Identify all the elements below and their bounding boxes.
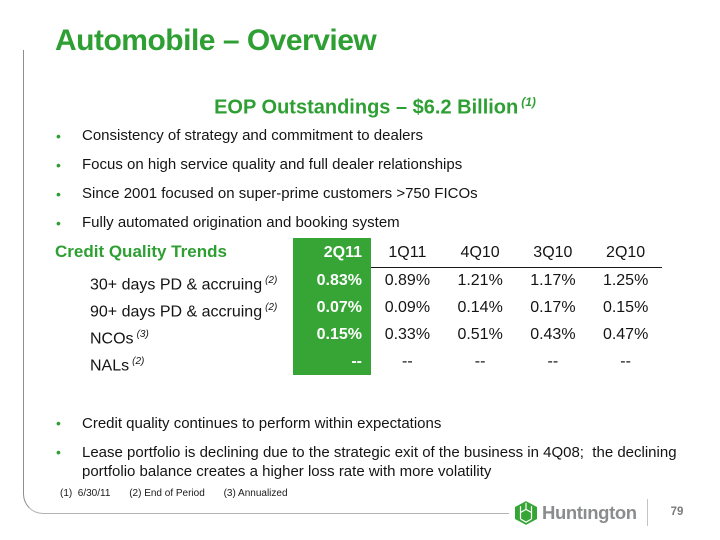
table-header-cell: 2Q10 — [606, 244, 646, 261]
row-footnote-ref: (2) — [265, 302, 278, 313]
table-cell-highlighted: 0.07% — [293, 294, 371, 321]
row-label: NCOs (3) — [40, 321, 293, 348]
row-label: 90+ days PD & accruing (2) — [40, 294, 293, 321]
table-header-row: 2Q11 1Q11 4Q10 3Q10 2Q10 — [40, 238, 662, 267]
table-header-underline — [371, 266, 662, 268]
list-item: Since 2001 focused on super-prime custom… — [56, 186, 696, 202]
table-cell: 0.89% — [384, 272, 431, 289]
row-label: 30+ days PD & accruing (2) — [40, 267, 293, 294]
table-cell: -- — [402, 353, 413, 370]
table-cell: 0.47% — [602, 326, 649, 343]
table-row: NCOs (3) 0.15% 0.33% 0.51% 0.43% 0.47% — [40, 321, 662, 348]
table-header-cell: 3Q10 — [533, 244, 573, 261]
table-row: 30+ days PD & accruing (2) 0.83% 0.89% 1.… — [40, 267, 662, 294]
bullet-text: Focus on high service quality and full d… — [82, 156, 463, 173]
bullet-icon — [56, 128, 82, 144]
table-cell: 0.33% — [384, 326, 431, 343]
bullet-text: Credit quality continues to perform with… — [82, 415, 442, 432]
table-header-cell: 4Q10 — [460, 244, 500, 261]
table-cell: 1.21% — [457, 272, 503, 289]
table-cell: 1.17% — [530, 272, 576, 289]
bullet-icon — [56, 215, 82, 231]
list-item: Consistency of strategy and commitment t… — [56, 128, 696, 144]
subtitle-text: EOP Outstandings – $6.2 Billion — [214, 96, 519, 119]
bullet-text: Lease portfolio is declining due to the … — [82, 444, 681, 480]
page-number: 79 — [670, 506, 684, 518]
slide-accent-border — [23, 50, 509, 514]
section-subtitle: EOP Outstandings – $6.2 Billion (1) — [30, 95, 720, 120]
list-item: Credit quality continues to perform with… — [56, 414, 696, 433]
table-row: 90+ days PD & accruing (2) 0.07% 0.09% 0.… — [40, 294, 662, 321]
huntington-logo-icon — [515, 501, 537, 525]
bullet-text: Since 2001 focused on super-prime custom… — [82, 185, 478, 202]
table-cell-highlighted: 0.15% — [293, 321, 371, 348]
table-cell: 1.25% — [602, 272, 649, 289]
table-header-cell-highlighted: 2Q11 — [293, 238, 371, 267]
table-row: NALs (2) -- -- -- -- -- — [40, 348, 662, 375]
credit-quality-table: 2Q11 1Q11 4Q10 3Q10 2Q10 30+ days PD & a… — [40, 238, 662, 375]
footer-divider — [647, 499, 648, 526]
list-item: Lease portfolio is declining due to the … — [56, 443, 696, 481]
table-header-cell-empty — [40, 238, 293, 267]
footnote-item: (1) 6/30/11 — [60, 488, 111, 499]
table-cell: -- — [547, 353, 559, 370]
footnote-item: (2) End of Period — [129, 488, 205, 499]
bullet-icon — [56, 443, 82, 462]
footnote-item: (3) Annualized — [223, 488, 288, 499]
bullet-icon — [56, 157, 82, 173]
table-cell: 0.17% — [530, 299, 576, 316]
bullet-list-top: Consistency of strategy and commitment t… — [56, 128, 696, 244]
subtitle-footnote-ref: (1) — [521, 95, 536, 109]
row-footnote-ref: (2) — [265, 275, 278, 286]
table-header-cell: 1Q11 — [388, 244, 427, 261]
row-label-text: NALs — [90, 357, 130, 375]
table-cell: 0.15% — [602, 299, 649, 316]
table-cell: 0.43% — [530, 326, 576, 343]
row-label-text: NCOs — [90, 330, 134, 348]
row-label-text: 90+ days PD & accruing — [90, 303, 263, 321]
bullet-text: Consistency of strategy and commitment t… — [82, 127, 423, 144]
table-cell-highlighted: 0.83% — [293, 267, 371, 294]
row-footnote-ref: (3) — [136, 329, 149, 340]
brand-wordmark: Huntıngton — [542, 502, 637, 523]
credit-quality-heading: Credit Quality Trends — [55, 242, 227, 261]
bullet-icon — [56, 186, 82, 202]
bullet-list-bottom: Credit quality continues to perform with… — [56, 414, 696, 491]
row-label: NALs (2) — [40, 348, 293, 375]
list-item: Focus on high service quality and full d… — [56, 157, 696, 173]
bullet-icon — [56, 414, 82, 433]
table-cell-highlighted: -- — [293, 348, 371, 375]
footnotes: (1) 6/30/11 (2) End of Period (3) Annual… — [60, 488, 304, 499]
row-footnote-ref: (2) — [132, 356, 145, 367]
bullet-text: Fully automated origination and booking … — [82, 214, 400, 231]
table-cell: 0.14% — [457, 299, 503, 316]
table-cell: -- — [474, 353, 486, 370]
table-cell: 0.09% — [384, 299, 431, 316]
table-cell: 0.51% — [457, 326, 503, 343]
page-title: Automobile – Overview — [55, 24, 377, 57]
row-label-text: 30+ days PD & accruing — [90, 276, 263, 294]
table-cell: -- — [620, 353, 631, 370]
list-item: Fully automated origination and booking … — [56, 215, 696, 231]
